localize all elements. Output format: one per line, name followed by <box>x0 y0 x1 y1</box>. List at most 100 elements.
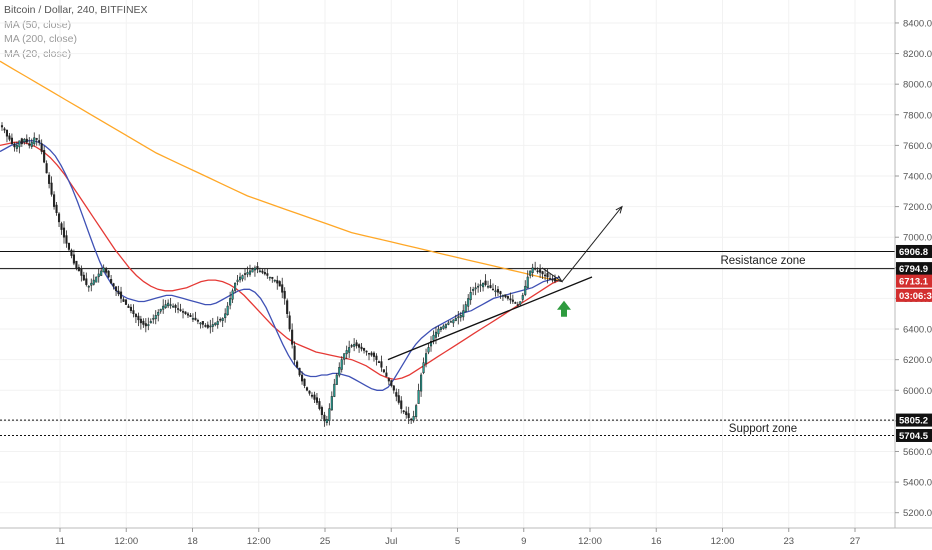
candle-body <box>330 396 333 411</box>
candle-down <box>315 393 318 405</box>
candle-body <box>521 295 524 300</box>
candle-up <box>343 353 346 365</box>
candle-body <box>301 374 304 382</box>
candle-body <box>516 304 519 306</box>
candle-body <box>417 390 420 404</box>
candle-up <box>15 141 18 152</box>
candle-down <box>45 160 48 174</box>
candle-body <box>115 286 118 292</box>
y-tick-label: 5600.0 <box>903 447 932 458</box>
ma200-line <box>0 60 561 281</box>
y-tick-label: 8000.0 <box>903 80 932 91</box>
candle-body <box>38 140 41 143</box>
candle-up <box>464 301 467 313</box>
candle-up <box>454 314 457 322</box>
candle-up <box>521 292 524 303</box>
candle-up <box>90 278 93 292</box>
candle-body <box>293 345 296 360</box>
y-tick-label: 7800.0 <box>903 110 932 121</box>
ma20-line <box>0 140 561 391</box>
candle-up <box>251 267 254 273</box>
candle-up <box>462 304 465 321</box>
candle-down <box>184 311 187 315</box>
indicator-ma200[interactable]: MA (200, close) <box>4 33 77 45</box>
candle-down <box>377 360 380 363</box>
candle-body <box>191 318 194 320</box>
candle-down <box>320 405 323 419</box>
candle-up <box>417 383 420 404</box>
candle-body <box>457 316 460 319</box>
candle-up <box>437 325 440 337</box>
candle-down <box>28 137 31 149</box>
candle-up <box>447 320 450 326</box>
price-tag-bg <box>896 413 932 427</box>
candle-body <box>214 322 217 326</box>
candle-body <box>85 278 88 285</box>
x-tick-label: 12:00 <box>578 536 602 547</box>
candle-down <box>392 385 395 394</box>
candle-body <box>8 135 11 140</box>
candle-down <box>278 280 281 287</box>
candle-body <box>23 139 26 143</box>
candle-body <box>363 348 366 351</box>
candle-up <box>459 311 462 322</box>
candle-down <box>323 411 326 427</box>
candle-body <box>313 394 316 400</box>
x-tick-label: 9 <box>521 536 526 547</box>
candle-body <box>122 299 125 302</box>
candle-body <box>444 324 447 328</box>
candle-up <box>216 316 219 329</box>
candle-down <box>288 311 291 332</box>
candle-body <box>382 369 385 373</box>
candle-down <box>132 304 135 318</box>
price-tag: 6906.8 <box>896 244 932 258</box>
price-tag-label: 5704.5 <box>899 431 929 442</box>
candle-body <box>496 289 500 293</box>
candle-body <box>387 378 390 382</box>
candle-up <box>100 267 103 276</box>
candle-body <box>367 352 371 355</box>
candle-down <box>313 391 316 404</box>
candle-body <box>405 411 408 415</box>
candle-body <box>127 305 130 308</box>
candle-down <box>400 396 403 414</box>
x-tick-label: 18 <box>187 536 198 547</box>
candle-body <box>462 310 465 318</box>
candle-body <box>536 270 539 273</box>
candle-down <box>186 312 190 319</box>
candle-up <box>258 267 261 273</box>
candle-down <box>85 272 88 287</box>
candle-up <box>152 314 155 324</box>
candle-body <box>266 273 269 276</box>
indicator-ma50[interactable]: MA (50, close) <box>4 18 72 31</box>
candle-body <box>33 137 36 145</box>
candle-body <box>256 266 259 270</box>
candle-body <box>67 242 71 250</box>
candle-up <box>482 282 485 292</box>
candle-body <box>174 305 177 308</box>
resistance-zone-label: Resistance zone <box>720 255 805 267</box>
symbol-title[interactable]: Bitcoin / Dollar, 240, BITFINEX <box>4 4 148 16</box>
candle-body <box>184 311 187 314</box>
candle-body <box>40 143 43 152</box>
candle-body <box>420 374 423 392</box>
candle-body <box>422 362 425 373</box>
candle-body <box>204 325 207 327</box>
candle-down <box>3 127 6 134</box>
candle-body <box>92 279 95 285</box>
candle-up <box>273 279 276 283</box>
candle-body <box>469 292 472 301</box>
candle-down <box>358 343 361 353</box>
projection-arrow-up-head <box>615 205 623 214</box>
candle-down <box>243 268 247 281</box>
candle-down <box>144 318 147 333</box>
candle-body <box>353 344 356 347</box>
candle-up <box>162 299 165 314</box>
candle-up <box>444 323 447 330</box>
candle-down <box>77 264 80 272</box>
x-tick-label: 27 <box>850 536 861 547</box>
candle-body <box>142 320 145 325</box>
candle-body <box>548 278 552 280</box>
candle-down <box>387 377 390 385</box>
